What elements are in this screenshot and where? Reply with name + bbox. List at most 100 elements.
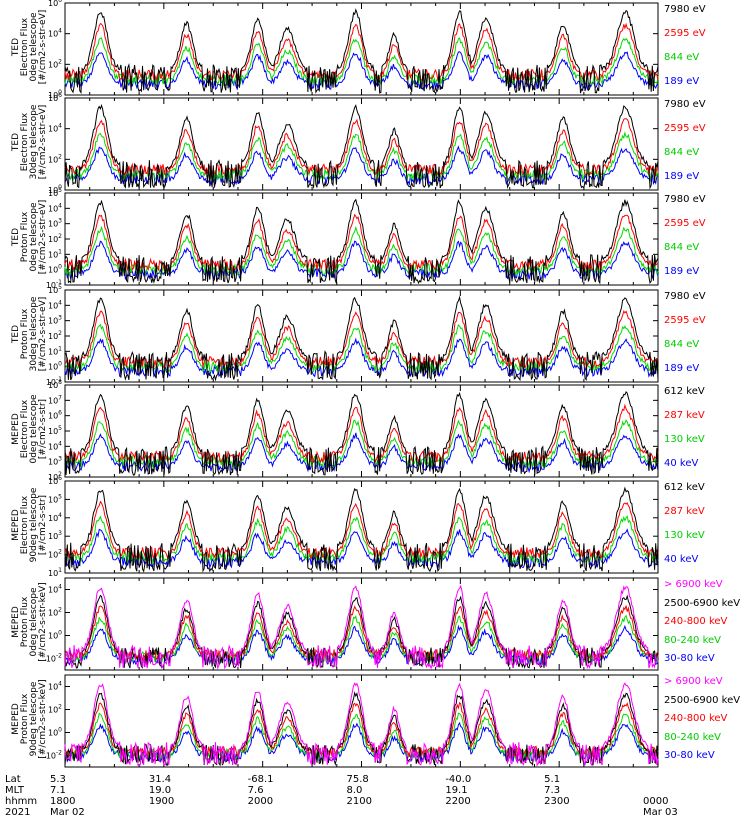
y-tick-label: 108 (48, 379, 62, 390)
y-tick-label: 10-2 (46, 653, 62, 664)
series-line--6900-kev (64, 682, 659, 767)
series-line-7980-ev (64, 8, 659, 94)
ylabel-line: [#/cm2-s-str-eV] (38, 9, 48, 85)
legend-entry: 130 keV (664, 434, 705, 445)
panel-7-ylabel: MEPED Proton Flux 0deg telescope [#/cm2-s-s… (11, 576, 48, 668)
x-tick-hhmm: 2000 (247, 796, 274, 807)
y-tick-label: 10-1 (46, 376, 62, 387)
x-tick-hhmm: 2300 (544, 796, 570, 807)
y-tick-label: 103 (48, 530, 62, 541)
x-tick-lat: 75.8 (346, 774, 369, 785)
series-line-844-ev (64, 225, 659, 277)
x-row-label-mlt: MLT (5, 785, 24, 796)
x-tick-date: Mar 03 (643, 807, 678, 818)
y-tick-label: 104 (48, 440, 62, 451)
series-line-287-kev (64, 500, 659, 560)
series-line-130-kev (64, 515, 659, 565)
panel-5: 108 107 106 105 104 103 102 (48, 379, 659, 482)
series-line-7980-ev (64, 103, 659, 190)
y-tick-label: 102 (48, 58, 62, 69)
x-tick-mlt: 7.3 (544, 785, 561, 796)
series-line-2595-ev (64, 310, 659, 369)
y-tick-label: 106 (48, 410, 62, 421)
ylabel-line: [#/cm2-s-str-eV] (38, 104, 48, 180)
panel-1-ylabel: TED Electron Flux 0deg telescope [#/cm2-s-s… (11, 1, 48, 93)
legend-entry: 7980 eV (664, 4, 706, 15)
legend-entry: 7980 eV (664, 291, 706, 302)
x-tick-lat: -68.1 (247, 774, 274, 785)
panel-2: 106 104 102 100 (48, 92, 659, 195)
y-tick-label: 106 (48, 0, 62, 8)
panel-4-ylabel: TED Proton Flux 30deg telescope [#/cm2-s-st… (11, 288, 48, 380)
panel-4: 105 104 103 102 101 100 10-1 (46, 284, 659, 387)
ylabel-line: [#/cm2-s-str] (38, 494, 48, 556)
y-tick-label: 101 (48, 248, 62, 259)
legend-entry: 7980 eV (664, 99, 706, 110)
y-tick-label: 100 (48, 264, 62, 275)
ylabel-line: [#/cm2-s-str] (38, 398, 48, 460)
series-line-7980-ev (64, 198, 659, 285)
y-tick-label: 100 (48, 630, 62, 641)
legend-entry: 2595 eV (664, 123, 706, 134)
legend-entry: 844 eV (664, 242, 700, 253)
legend-entry: 240-800 keV (664, 713, 728, 724)
x-tick-hhmm: 1800 (50, 796, 76, 807)
legend-entry: 40 keV (664, 458, 699, 469)
legend-entry: 7980 eV (664, 194, 706, 205)
series-line-844-ev (64, 323, 659, 374)
y-tick-label: 105 (48, 493, 62, 504)
x-row-label-hhmm: hhmm (5, 796, 38, 807)
y-tick-label: 104 (48, 202, 62, 213)
panel-6-ylabel: MEPED Electron Flux 90deg telescope [#/cm2-… (11, 479, 48, 571)
legend-entry: 130 keV (664, 530, 705, 541)
series-line-612-kev (64, 486, 659, 573)
y-tick-label: 101 (48, 567, 62, 578)
panel-3-ylabel: TED Proton Flux 0deg telescope [#/cm2-s-str… (11, 191, 48, 283)
panel-6: 106 105 104 103 102 101 (48, 475, 659, 578)
y-tick-label: 102 (48, 607, 62, 618)
legend-entry: 2500-6900 keV (664, 597, 741, 609)
y-tick-label: 105 (48, 284, 62, 295)
series-line-189-ev (64, 240, 659, 281)
y-tick-label: 102 (48, 330, 62, 341)
x-tick-hhmm: 1900 (148, 796, 175, 807)
series-line-240-800-kev (64, 605, 659, 662)
panel-3: 105 104 103 102 101 100 10-1 (46, 187, 659, 290)
series-line--6900-kev (64, 584, 659, 670)
legend-entry: 189 eV (664, 266, 700, 277)
legend-entry: 80-240 keV (664, 731, 722, 743)
legend-entry: 612 keV (664, 482, 705, 493)
ylabel-line: [#/cm2-s-str-eV] (38, 199, 48, 275)
legend-entry: 2595 eV (664, 218, 706, 229)
y-tick-label: 103 (48, 456, 62, 467)
figure-canvas: 1061041021001061041021001051041031021011… (46, 0, 659, 768)
series-line-80-240-kev (64, 712, 659, 761)
series-line-2595-ev (64, 118, 659, 178)
x-tick-mlt: 7.1 (50, 785, 66, 796)
y-tick-label: 104 (48, 512, 62, 523)
panel-8: 104 102 100 10-2 (46, 674, 659, 768)
panel-frame (64, 192, 659, 286)
y-tick-label: 102 (48, 471, 62, 482)
y-tick-label: 102 (48, 153, 62, 164)
y-tick-label: 10-2 (46, 750, 62, 761)
legend-entry: 287 keV (664, 506, 705, 517)
y-tick-label: 101 (48, 345, 62, 356)
panel-2-ylabel: TED Electron Flux 30deg telescope [#/cm2-s-… (11, 96, 48, 188)
legend-entry: 240-800 keV (664, 616, 728, 627)
legend-entry: > 6900 keV (664, 676, 723, 687)
y-tick-label: 104 (48, 681, 62, 692)
x-tick-mlt: 7.6 (247, 785, 264, 796)
y-tick-label: 103 (48, 218, 62, 229)
y-tick-label: 100 (48, 184, 62, 195)
legend-entry: 844 eV (664, 339, 700, 350)
series-line-7980-ev (64, 295, 659, 382)
x-tick-lat: -40.0 (445, 774, 472, 785)
panel-1: 106 104 102 100 (48, 0, 659, 100)
legend-entry: 844 eV (664, 147, 700, 158)
x-tick-mlt: 19.0 (148, 785, 172, 796)
series-line-30-80-kev (64, 721, 659, 764)
y-tick-label: 106 (48, 475, 62, 486)
x-tick-date: Mar 02 (50, 807, 85, 818)
legend-entry: 80-240 keV (664, 634, 722, 646)
